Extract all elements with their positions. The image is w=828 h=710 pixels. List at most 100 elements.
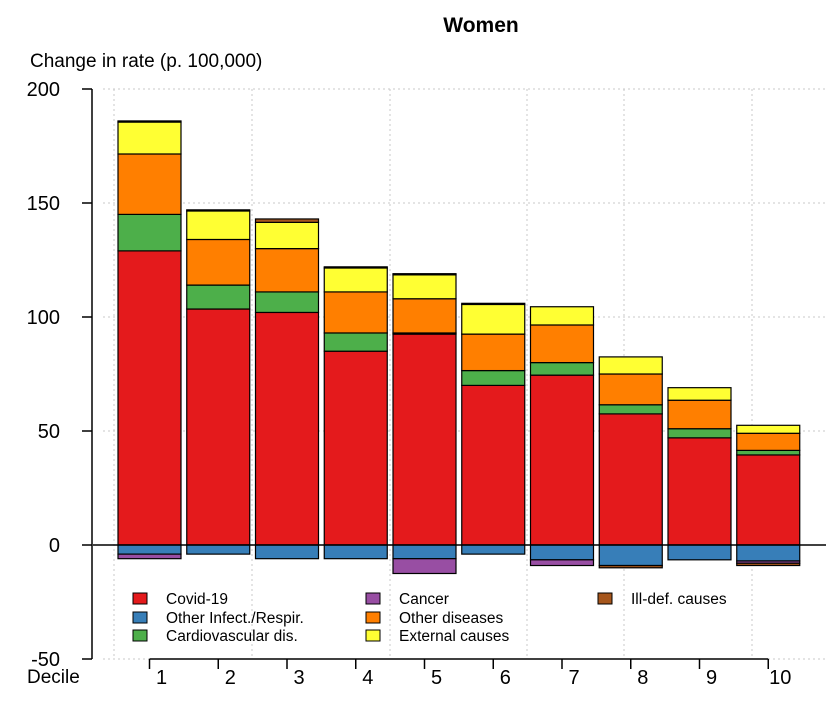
bar-group-decile-3 <box>254 218 320 560</box>
bar-segment <box>254 221 320 250</box>
legend-item: Cancer <box>365 591 449 608</box>
bar-segment <box>323 350 388 546</box>
bar-segment <box>254 291 320 314</box>
bar-group-decile-10 <box>736 424 801 567</box>
y-axis: -50 0 50 100 150 200 <box>27 79 93 671</box>
y-tick-label: 0 <box>49 535 60 557</box>
bar-segment <box>529 544 595 561</box>
bar-segment <box>254 311 320 546</box>
bar-segment <box>186 284 251 310</box>
legend-item: Ill-def. causes <box>597 591 727 608</box>
bars <box>117 120 801 575</box>
bar-segment <box>186 308 251 546</box>
bar-segment <box>598 356 663 375</box>
bar-segment <box>461 384 526 546</box>
bar-segment <box>117 250 182 546</box>
bar-segment <box>529 374 595 546</box>
bar-segment <box>117 213 182 252</box>
x-tick-label: 8 <box>637 667 648 689</box>
bar-segment <box>736 424 801 434</box>
bar-segment <box>392 274 457 300</box>
bar-segment <box>598 373 663 406</box>
bar-segment <box>392 544 457 560</box>
bar-group-decile-2 <box>186 209 251 555</box>
bar-segment <box>736 432 801 451</box>
bar-segment <box>254 544 320 560</box>
bar-segment <box>392 273 457 276</box>
legend-swatch <box>365 611 381 624</box>
x-tick-label: 10 <box>769 667 791 689</box>
x-tick-label: 2 <box>225 667 236 689</box>
bar-segment <box>667 428 732 439</box>
legend: Covid-19 Other Infect./Respir.Cardiovascu… <box>132 591 727 645</box>
bar-segment <box>254 218 320 223</box>
bar-segment <box>461 544 526 555</box>
bar-segment <box>598 564 663 569</box>
bar-segment <box>392 333 457 546</box>
x-tick-label: 1 <box>156 667 167 689</box>
x-tick-label: 5 <box>431 667 442 689</box>
legend-swatch <box>132 611 148 624</box>
bar-segment <box>186 544 251 555</box>
bar-group-decile-7 <box>529 306 595 567</box>
bar-segment <box>598 413 663 546</box>
bar-segment <box>186 238 251 286</box>
bar-segment <box>667 544 732 561</box>
bar-segment <box>736 562 801 567</box>
bar-segment <box>323 332 388 352</box>
bar-segment <box>461 333 526 372</box>
bar-segment <box>736 449 801 456</box>
legend-item: Cardiovascular dis. <box>132 628 298 645</box>
bar-segment <box>186 209 251 212</box>
y-tick-label: -50 <box>31 649 60 671</box>
bar-segment <box>529 362 595 376</box>
legend-label: Ill-def. causes <box>631 591 727 608</box>
bar-segment <box>736 544 801 562</box>
bar-segment <box>117 153 182 215</box>
bar-segment <box>392 558 457 575</box>
x-tick-label: 3 <box>293 667 304 689</box>
bar-segment <box>461 302 526 306</box>
bar-segment <box>323 291 388 334</box>
bar-group-decile-4 <box>323 266 388 560</box>
x-tick-label: 7 <box>568 667 579 689</box>
bar-segment <box>254 248 320 293</box>
legend-label: Cancer <box>399 591 449 608</box>
bar-segment <box>598 544 663 567</box>
bar-segment <box>529 324 595 364</box>
legend-item: Other diseases <box>365 610 503 627</box>
x-tick-label: 9 <box>706 667 717 689</box>
bar-segment <box>461 369 526 386</box>
legend-swatch <box>365 592 381 605</box>
bar-segment <box>667 399 732 430</box>
bar-segment <box>186 210 251 241</box>
y-tick-label: 200 <box>27 79 60 101</box>
bar-segment <box>529 306 595 326</box>
bar-segment <box>323 266 388 269</box>
bar-segment <box>736 454 801 546</box>
legend-item: External causes <box>365 628 510 645</box>
legend-label: Other Infect./Respir. <box>166 610 304 627</box>
chart-title: Women <box>443 14 518 37</box>
x-tick-label: 6 <box>500 667 511 689</box>
x-tick-label: 4 <box>362 667 373 689</box>
bar-segment <box>667 437 732 546</box>
bar-group-decile-5 <box>392 273 457 575</box>
legend-swatch <box>597 592 613 605</box>
y-tick-label: 150 <box>27 193 60 215</box>
y-axis-label: Change in rate (p. 100,000) <box>30 51 262 72</box>
legend-label: External causes <box>399 628 510 645</box>
bar-segment <box>117 120 182 123</box>
legend-label: Cardiovascular dis. <box>166 628 298 645</box>
bar-group-decile-9 <box>667 387 732 561</box>
bar-segment <box>323 544 388 560</box>
legend-swatch <box>365 629 381 642</box>
x-axis: 1 2 3 4 5 6 7 8 9 10 <box>148 658 791 689</box>
bar-segment <box>117 121 182 155</box>
bar-segment <box>461 303 526 335</box>
y-tick-label: 50 <box>38 421 60 443</box>
legend-item: Other Infect./Respir. <box>132 610 304 627</box>
bar-segment <box>117 553 182 560</box>
bar-segment <box>598 404 663 415</box>
